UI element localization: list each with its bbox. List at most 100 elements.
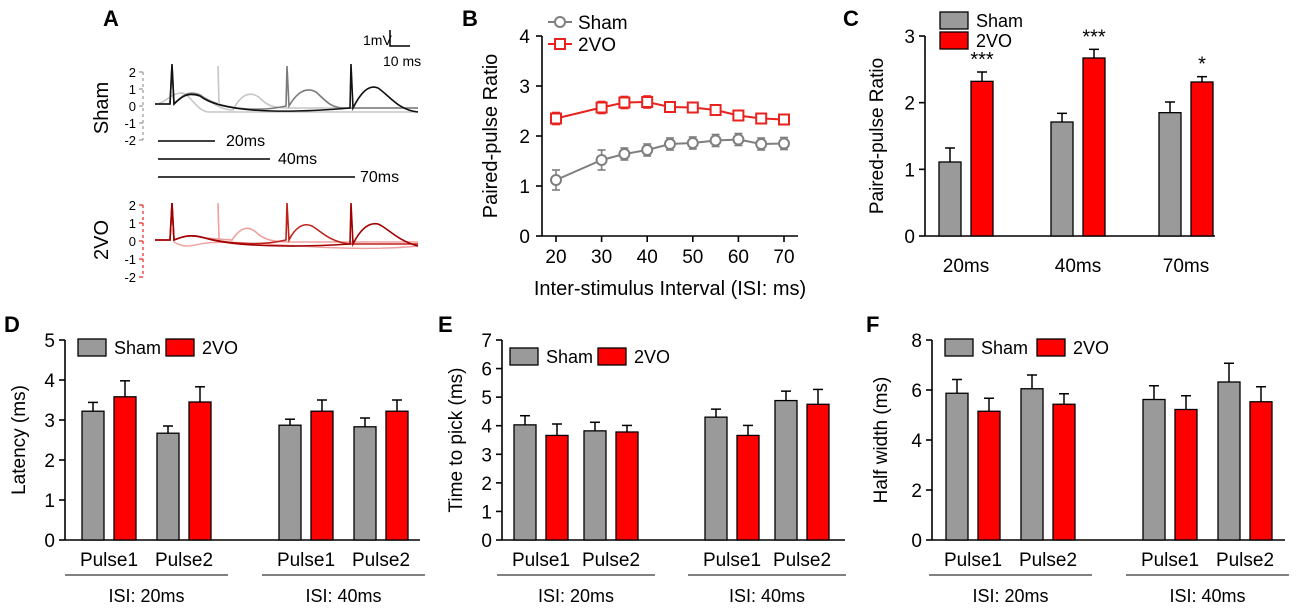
bar-sham bbox=[1020, 388, 1044, 541]
legend-swatch-2vo bbox=[165, 338, 195, 357]
series-line-sham bbox=[555, 138, 785, 181]
bar-2vo bbox=[736, 434, 760, 541]
vo-axis-tick-label: 0 bbox=[129, 234, 136, 249]
y-axis-label: Paired-pulse Ratio bbox=[480, 54, 502, 219]
x-tick-label-pulse1: Pulse1 bbox=[1141, 550, 1199, 571]
bar-sham bbox=[1217, 381, 1241, 541]
sham-traces bbox=[154, 63, 419, 113]
bar-2vo bbox=[806, 403, 830, 541]
x-tick-label: 60 bbox=[728, 247, 749, 268]
bar-sham bbox=[1158, 112, 1182, 237]
trace-vo-70ms bbox=[155, 202, 419, 248]
x-axis-label: Inter-stimulus Interval (ISI: ms) bbox=[534, 278, 806, 300]
legend-marker-sham bbox=[554, 16, 566, 28]
data-point-sham bbox=[550, 174, 562, 186]
vo-traces bbox=[155, 202, 419, 249]
data-point-2vo bbox=[641, 96, 654, 108]
x-tick-label: 20 bbox=[545, 247, 566, 268]
bar-sham bbox=[1142, 398, 1166, 541]
x-tick-label-pulse1: Pulse1 bbox=[512, 550, 570, 571]
trace-sham-70ms bbox=[155, 63, 419, 113]
y-tick-label: 3 bbox=[481, 445, 492, 466]
y-tick-label: 4 bbox=[481, 417, 492, 438]
x-tick-label-pulse2: Pulse2 bbox=[773, 550, 831, 571]
trace-sham-20ms-stim bbox=[217, 65, 220, 105]
legend-swatch-2vo bbox=[939, 31, 969, 50]
legend-label-sham: Sham bbox=[114, 338, 161, 358]
significance-marker: *** bbox=[970, 49, 994, 71]
x-tick-label-pulse1: Pulse1 bbox=[944, 550, 1002, 571]
x-tick-label-pulse2: Pulse2 bbox=[352, 550, 410, 571]
bar-sham bbox=[81, 410, 105, 541]
bar-sham bbox=[945, 392, 969, 541]
legend-marker-2vo bbox=[554, 38, 566, 50]
bar-2vo bbox=[1174, 408, 1198, 541]
y-tick-label: 2 bbox=[519, 127, 530, 148]
significance-marker: *** bbox=[1082, 26, 1106, 48]
y-tick-label: 0 bbox=[904, 227, 915, 248]
data-point-2vo bbox=[550, 112, 562, 125]
bar-sham bbox=[938, 161, 962, 237]
isi-label-40ms: 40ms bbox=[278, 151, 317, 168]
panel-label-e: E bbox=[438, 312, 453, 337]
panel-label-a: A bbox=[103, 6, 119, 31]
y-axis-label: Time to pick (ms) bbox=[446, 368, 467, 513]
bar-2vo bbox=[113, 396, 137, 541]
data-point-sham bbox=[732, 133, 745, 146]
isi-group-label: ISI: 20ms bbox=[108, 586, 184, 606]
y-tick-label: 0 bbox=[911, 531, 922, 552]
panel-d: D 0 1 2 3 4 5 Latency (ms) Sham 2VO Pulse1 Pulse2 P… bbox=[4, 312, 425, 606]
sham-axis-tick-label: -1 bbox=[124, 116, 136, 131]
bar-sham bbox=[278, 424, 302, 541]
data-point-2vo bbox=[732, 109, 745, 122]
bar-sham bbox=[704, 416, 728, 541]
sham-trace-axis: 2 1 0 -1 -2 bbox=[124, 65, 144, 148]
legend-label-2vo: 2VO bbox=[1073, 338, 1109, 358]
y-tick-label: 4 bbox=[44, 371, 55, 392]
isi-group-label: ISI: 40ms bbox=[729, 586, 805, 606]
legend-label-sham: Sham bbox=[578, 13, 628, 34]
x-tick-label-pulse2: Pulse2 bbox=[1216, 550, 1274, 571]
legend-label-sham: Sham bbox=[981, 338, 1028, 358]
x-tick-label: 70ms bbox=[1163, 256, 1209, 277]
vo-axis-tick-label: 1 bbox=[129, 216, 136, 231]
isi-group-label: ISI: 20ms bbox=[972, 586, 1048, 606]
bar-2vo bbox=[615, 431, 639, 541]
y-tick-label: 1 bbox=[519, 177, 530, 198]
legend-label-2vo: 2VO bbox=[578, 35, 616, 56]
series-line-2vo bbox=[555, 100, 785, 121]
x-tick-label-pulse1: Pulse1 bbox=[80, 550, 138, 571]
panel-label-c: C bbox=[843, 6, 859, 31]
data-point-sham bbox=[778, 137, 790, 150]
x-tick-label-pulse2: Pulse2 bbox=[582, 550, 640, 571]
y-axis-label: Paired-pulse Ratio bbox=[867, 58, 888, 214]
bar-2vo bbox=[385, 410, 409, 541]
x-tick-label: 20ms bbox=[943, 256, 989, 277]
y-tick-label: 0 bbox=[44, 531, 55, 552]
data-point-sham bbox=[686, 137, 699, 149]
panel-a: A 1mV 10 ms Sham 2VO 2 1 0 -1 -2 2 1 0 -1 -2 20m… bbox=[91, 6, 421, 285]
bar-sham bbox=[1050, 121, 1074, 237]
panel-b: B 0 1 2 3 4 20 30 40 50 60 70 Paired-pulse Ratio Int… bbox=[462, 6, 806, 300]
scale-bar-voltage-label: 1mV bbox=[363, 32, 392, 48]
x-tick-label: 30 bbox=[591, 247, 612, 268]
legend-label-sham: Sham bbox=[976, 11, 1023, 31]
isi-group-label: ISI: 20ms bbox=[538, 586, 614, 606]
y-tick-label: 8 bbox=[911, 331, 922, 352]
legend-swatch-sham bbox=[77, 338, 107, 357]
y-tick-label: 4 bbox=[911, 431, 922, 452]
bar-2vo bbox=[1052, 403, 1076, 541]
bar-2vo bbox=[977, 410, 1001, 541]
panel-label-d: D bbox=[4, 312, 20, 337]
x-tick-label-pulse1: Pulse1 bbox=[277, 550, 335, 571]
data-point-2vo bbox=[686, 101, 699, 114]
y-tick-label: 2 bbox=[481, 474, 492, 495]
y-tick-label: 0 bbox=[481, 531, 492, 552]
vo-axis-tick-label: 2 bbox=[129, 198, 136, 213]
vo-axis-tick-label: -2 bbox=[124, 270, 136, 285]
panel-e: E 0 1 2 3 4 5 6 7 Time to pick (ms) Sham 2VO Pulse1… bbox=[438, 312, 846, 606]
bar-sham bbox=[156, 432, 180, 541]
bar-sham bbox=[583, 430, 607, 541]
y-tick-label: 0 bbox=[519, 227, 530, 248]
